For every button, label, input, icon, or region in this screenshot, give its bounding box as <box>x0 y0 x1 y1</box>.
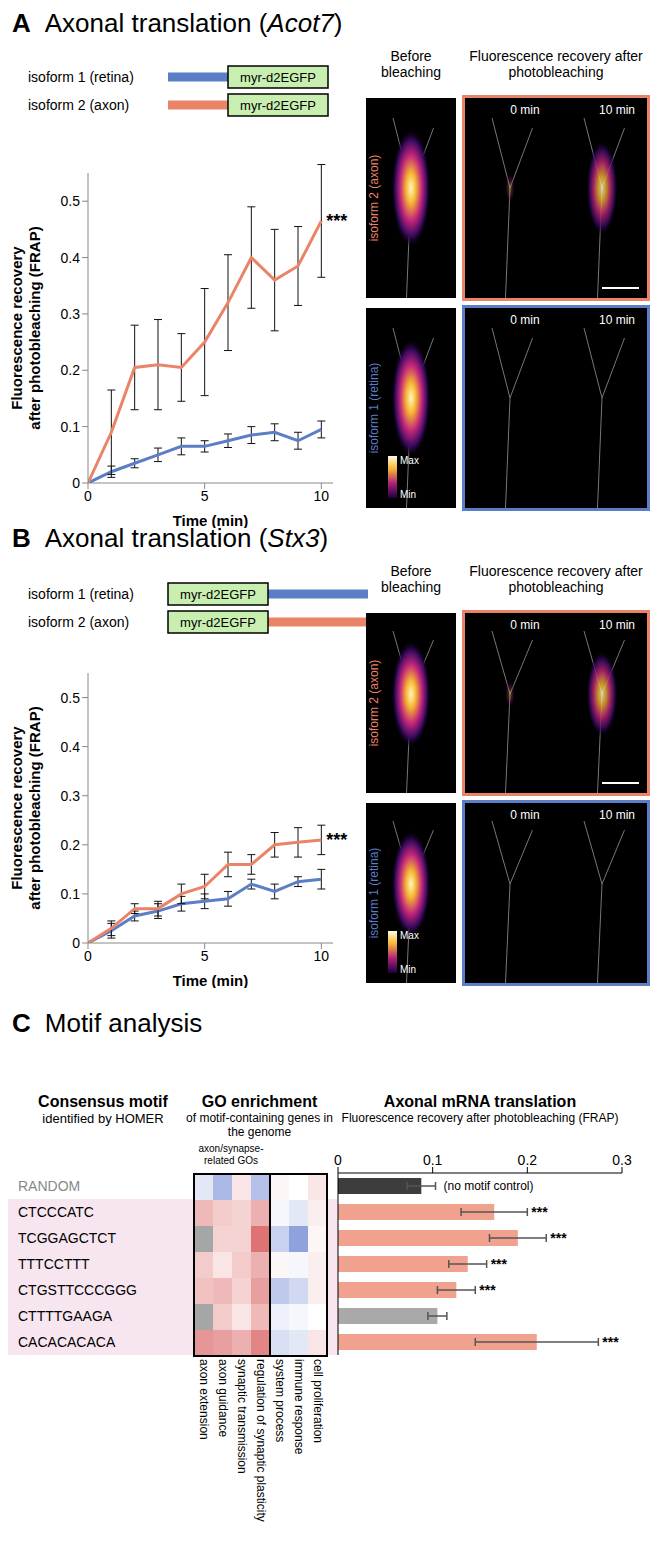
svg-text:***: *** <box>326 211 347 231</box>
svg-text:***: *** <box>326 830 347 850</box>
svg-text:10 min: 10 min <box>599 313 635 327</box>
svg-text:0 min: 0 min <box>510 808 539 822</box>
svg-text:myr-d2EGFP: myr-d2EGFP <box>180 587 256 602</box>
svg-text:Max: Max <box>400 930 419 941</box>
svg-text:isoform 1 (retina): isoform 1 (retina) <box>28 69 134 85</box>
svg-text:5: 5 <box>201 488 209 504</box>
svg-text:axon extension: axon extension <box>197 1359 211 1440</box>
svg-text:0.2: 0.2 <box>61 837 81 853</box>
svg-text:after photobleaching (FRAP): after photobleaching (FRAP) <box>26 706 43 909</box>
svg-text:myr-d2EGFP: myr-d2EGFP <box>240 70 316 85</box>
svg-text:0: 0 <box>72 935 80 951</box>
svg-text:0.1: 0.1 <box>61 419 81 435</box>
svg-text:regulation of synaptic plastic: regulation of synaptic plasticity <box>254 1359 268 1522</box>
svg-text:Min: Min <box>400 964 416 975</box>
svg-text:synaptic transmission: synaptic transmission <box>235 1359 249 1474</box>
svg-text:0.1: 0.1 <box>423 1152 443 1168</box>
svg-text:Time (min): Time (min) <box>173 972 249 988</box>
svg-text:myr-d2EGFP: myr-d2EGFP <box>180 615 256 630</box>
svg-text:cell proliferation: cell proliferation <box>311 1359 325 1443</box>
svg-text:0.4: 0.4 <box>61 250 81 266</box>
svg-text:isoform 1 (retina): isoform 1 (retina) <box>367 848 381 939</box>
svg-text:isoform 2 (axon): isoform 2 (axon) <box>367 660 381 747</box>
svg-text:isoform 2 (axon): isoform 2 (axon) <box>367 155 381 242</box>
svg-text:0.3: 0.3 <box>61 306 81 322</box>
svg-text:10 min: 10 min <box>599 808 635 822</box>
svg-text:Min: Min <box>400 489 416 500</box>
svg-text:0.2: 0.2 <box>61 362 81 378</box>
svg-text:***: *** <box>531 1204 548 1220</box>
svg-text:Max: Max <box>400 455 419 466</box>
svg-text:0.4: 0.4 <box>61 739 81 755</box>
svg-text:Fluorescence recovery: Fluorescence recovery <box>8 726 25 890</box>
svg-text:system process: system process <box>273 1359 287 1442</box>
svg-text:10 min: 10 min <box>599 103 635 117</box>
svg-text:myr-d2EGFP: myr-d2EGFP <box>240 98 316 113</box>
svg-text:0.2: 0.2 <box>518 1152 538 1168</box>
svg-text:isoform 2 (axon): isoform 2 (axon) <box>28 97 129 113</box>
svg-text:10 min: 10 min <box>599 618 635 632</box>
svg-text:0.5: 0.5 <box>61 690 81 706</box>
svg-text:***: *** <box>602 1334 619 1350</box>
svg-text:0: 0 <box>334 1152 342 1168</box>
svg-text:after photobleaching (FRAP): after photobleaching (FRAP) <box>26 226 43 429</box>
svg-text:0: 0 <box>84 948 92 964</box>
svg-text:0.3: 0.3 <box>612 1152 632 1168</box>
svg-text:5: 5 <box>201 948 209 964</box>
svg-text:0 min: 0 min <box>510 313 539 327</box>
svg-text:***: *** <box>491 1256 508 1272</box>
svg-text:immune response: immune response <box>292 1359 306 1455</box>
svg-text:axon guidance: axon guidance <box>216 1359 230 1437</box>
svg-text:***: *** <box>479 1282 496 1298</box>
svg-text:isoform 2 (axon): isoform 2 (axon) <box>28 614 129 630</box>
svg-text:10: 10 <box>314 488 330 504</box>
svg-text:0.3: 0.3 <box>61 788 81 804</box>
svg-text:(no motif control): (no motif control) <box>444 1179 534 1193</box>
svg-text:0.5: 0.5 <box>61 193 81 209</box>
svg-text:0.1: 0.1 <box>61 886 81 902</box>
svg-text:0 min: 0 min <box>510 103 539 117</box>
svg-text:10: 10 <box>314 948 330 964</box>
svg-text:0: 0 <box>84 488 92 504</box>
svg-text:0 min: 0 min <box>510 618 539 632</box>
svg-text:isoform 1 (retina): isoform 1 (retina) <box>367 363 381 454</box>
svg-text:Fluorescence recovery: Fluorescence recovery <box>8 246 25 410</box>
svg-text:isoform 1 (retina): isoform 1 (retina) <box>28 586 134 602</box>
svg-text:0: 0 <box>72 475 80 491</box>
svg-text:***: *** <box>550 1230 567 1246</box>
